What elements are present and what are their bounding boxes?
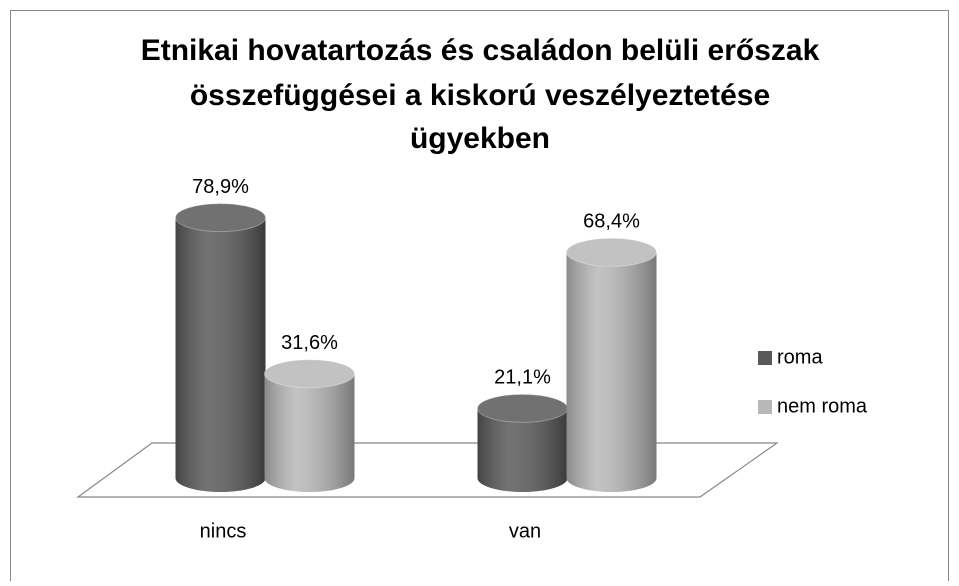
legend-swatch: [758, 400, 772, 414]
bar-top: [566, 237, 657, 267]
legend-label: roma: [777, 346, 823, 368]
bar-top-shade: [566, 238, 657, 267]
bar-top-shade: [477, 394, 568, 423]
bar-top: [175, 203, 266, 233]
bar-shade: [477, 408, 568, 493]
legend-label: nem roma: [777, 395, 868, 417]
data-label: 31,6%: [281, 332, 338, 354]
x-tick-label: nincs: [200, 520, 247, 542]
chart-title: Etnikai hovatartozás és családon belüli …: [141, 34, 820, 67]
bar-shade: [264, 373, 355, 493]
data-label: 78,9%: [192, 176, 249, 198]
data-label: 68,4%: [583, 211, 640, 233]
data-label: 21,1%: [494, 367, 551, 389]
x-tick-label: van: [509, 520, 541, 542]
bar-top-shade: [264, 359, 355, 388]
bar: [477, 393, 568, 493]
chart-title: összefüggései a kiskorú veszélyeztetése: [190, 79, 770, 112]
legend-swatch: [758, 351, 772, 365]
bar: [264, 359, 355, 493]
bar-top-shade: [175, 203, 266, 232]
bar: [566, 237, 657, 493]
chart-title: ügyekben: [410, 122, 550, 155]
bar-shade: [566, 252, 657, 493]
bar-shade: [175, 217, 266, 493]
bar-top: [264, 359, 355, 389]
bar: [175, 203, 266, 493]
